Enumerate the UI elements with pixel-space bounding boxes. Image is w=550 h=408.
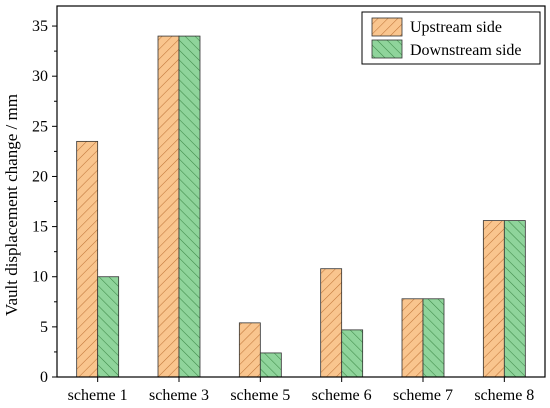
y-tick-label: 0 bbox=[40, 369, 48, 386]
bar-downstream-scheme-5 bbox=[259, 352, 282, 378]
y-tick-label: 15 bbox=[32, 219, 48, 236]
bar-upstream-scheme-8 bbox=[482, 220, 505, 378]
bar-downstream-scheme-1 bbox=[97, 276, 120, 378]
bars-layer bbox=[76, 35, 526, 378]
bar-downstream-scheme-6 bbox=[341, 329, 364, 378]
bar-upstream-scheme-6 bbox=[320, 268, 343, 378]
y-axis-title: Vault displacement change / mm bbox=[2, 94, 21, 316]
y-tick-label: 5 bbox=[40, 319, 48, 336]
bar-upstream-scheme-3 bbox=[157, 35, 180, 378]
legend-label-downstream: Downstream side bbox=[410, 42, 522, 59]
bar-downstream-scheme-8 bbox=[503, 220, 526, 378]
y-tick-label: 20 bbox=[32, 168, 48, 185]
bar-downstream-scheme-3 bbox=[178, 35, 201, 378]
plot-frame bbox=[56, 5, 546, 378]
bar-downstream-scheme-7 bbox=[422, 298, 445, 378]
x-tick-label: scheme 5 bbox=[230, 387, 290, 404]
legend-label-upstream: Upstream side bbox=[410, 19, 502, 36]
legend-swatch-downstream bbox=[371, 39, 403, 59]
x-tick-label: scheme 1 bbox=[68, 387, 128, 404]
y-tick-label: 10 bbox=[32, 269, 48, 286]
legend: Upstream side Downstream side bbox=[361, 11, 541, 65]
axes-layer: scheme 1 scheme 3 scheme 5 scheme 6 scheme 7… bbox=[32, 5, 546, 404]
x-tick-label: scheme 7 bbox=[393, 387, 453, 404]
legend-swatch-upstream bbox=[371, 17, 403, 37]
bar-upstream-scheme-1 bbox=[76, 140, 99, 378]
y-tick-label: 25 bbox=[32, 118, 48, 135]
y-tick-label: 30 bbox=[32, 68, 48, 85]
x-tick-label: scheme 8 bbox=[474, 387, 534, 404]
x-tick-label: scheme 6 bbox=[312, 387, 372, 404]
y-tick-label: 35 bbox=[32, 18, 48, 35]
x-tick-label: scheme 3 bbox=[149, 387, 209, 404]
bar-upstream-scheme-5 bbox=[238, 322, 261, 378]
bar-upstream-scheme-7 bbox=[401, 298, 424, 378]
